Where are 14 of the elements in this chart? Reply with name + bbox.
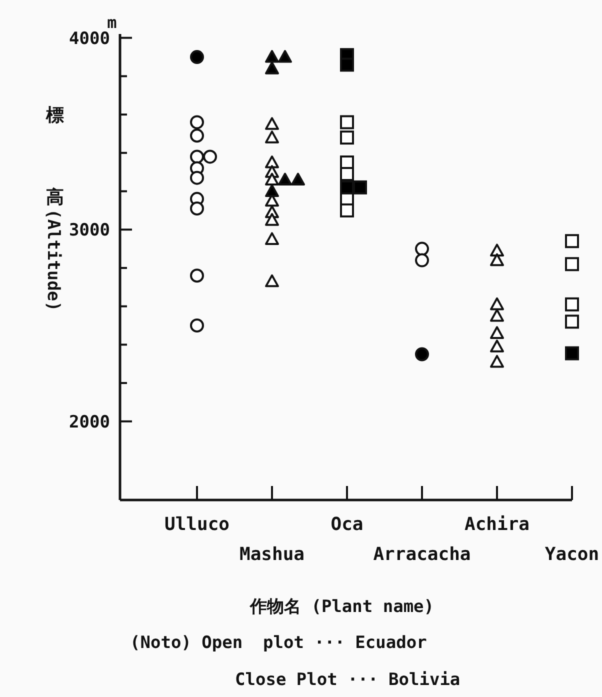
x-tick-label: Ulluco: [164, 514, 230, 535]
y-tick-label: 3000: [69, 220, 110, 241]
y-axis-title: 標高 (Altitude): [43, 105, 64, 312]
x-tick-label: Mashua: [239, 544, 305, 565]
text: (Noto) Open plot ··· Ecuador: [130, 633, 427, 653]
text: m: [107, 13, 118, 32]
text: Close Plot ··· Bolivia: [235, 670, 460, 690]
y-tick-label: 2000: [69, 412, 110, 432]
x-axis-title: 作物名 (Plant name): [248, 597, 434, 617]
x-tick-label: Arracacha: [373, 544, 471, 565]
x-tick-label: Yacon: [544, 544, 600, 565]
x-tick-label: Achira: [464, 514, 530, 535]
y-tick-label: 4000: [69, 28, 110, 49]
x-tick-label: Oca: [330, 514, 364, 535]
